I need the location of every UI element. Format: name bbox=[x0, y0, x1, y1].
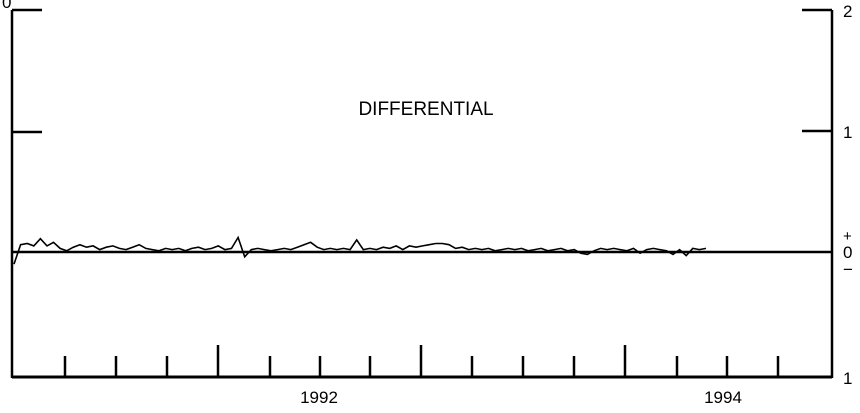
left-axis-top-label: 0 bbox=[2, 0, 11, 12]
x-tick-label: 1992 bbox=[300, 388, 338, 407]
x-ticks bbox=[63, 345, 780, 377]
right-tick-label: + bbox=[843, 228, 852, 245]
right-tick-label: 2 bbox=[843, 2, 852, 21]
right-tick-label: 1 bbox=[843, 369, 852, 388]
series-line bbox=[13, 235, 707, 265]
right-tick-label: 0 bbox=[843, 243, 852, 262]
x-tick-label: 1994 bbox=[704, 388, 742, 407]
series-group bbox=[13, 235, 707, 265]
right-tick-label: − bbox=[843, 260, 853, 279]
chart-title: DIFFERENTIAL bbox=[358, 99, 493, 120]
right-tick-label: 1 bbox=[843, 123, 852, 142]
